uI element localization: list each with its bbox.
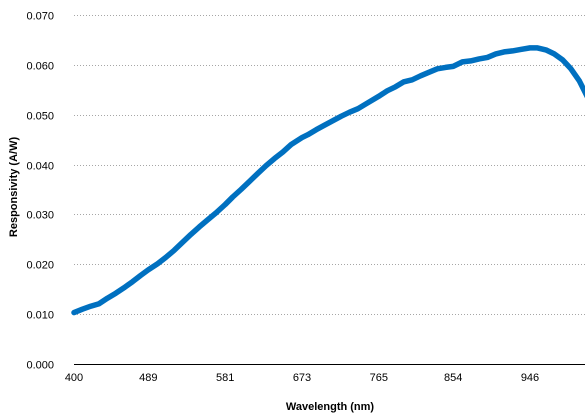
y-tick-label: 0.060	[26, 61, 54, 73]
y-tick-label: 0.010	[26, 310, 54, 322]
x-tick-label: 400	[65, 372, 83, 384]
x-axis-title: Wavelength (nm)	[286, 401, 375, 413]
x-tick-label: 673	[293, 372, 311, 384]
y-tick-label: 0.000	[26, 360, 54, 372]
x-tick-label: 946	[521, 372, 539, 384]
gridlines	[74, 15, 585, 315]
y-axis-title: Responsivity (A/W)	[8, 137, 20, 238]
y-tick-label: 0.070	[26, 11, 54, 23]
y-tick-label: 0.030	[26, 210, 54, 222]
x-tick-label: 854	[444, 372, 462, 384]
x-tick-labels: 4004895816737658549461038	[65, 372, 539, 384]
x-tick-label: 765	[370, 372, 388, 384]
y-tick-label: 0.040	[26, 161, 54, 173]
y-tick-label: 0.050	[26, 111, 54, 123]
y-tick-labels: 0.000 0.010 0.020 0.030 0.040 0.050 0.060 0.070	[26, 11, 54, 372]
series	[71, 45, 585, 316]
series-line-0	[71, 45, 585, 316]
x-tick-label: 489	[139, 372, 157, 384]
y-tick-label: 0.020	[26, 260, 54, 272]
x-tick-label: 581	[216, 372, 234, 384]
